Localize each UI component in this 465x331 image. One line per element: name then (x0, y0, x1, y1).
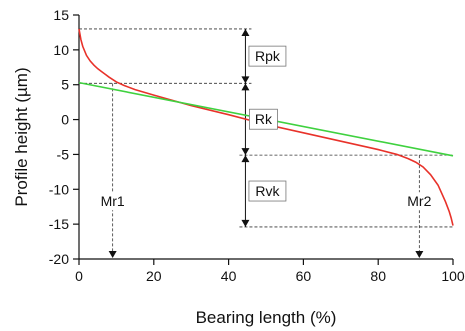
x-tick-label: 0 (75, 268, 83, 284)
x-axis-title: Bearing length (%) (196, 308, 337, 327)
y-tick-label: -5 (57, 146, 70, 162)
rpk-label-group: Rpk (248, 45, 287, 67)
y-tick-label: 5 (61, 77, 69, 93)
y-tick-label: -20 (49, 251, 69, 267)
mr1-label-bg (97, 192, 128, 211)
y-tick-label: 10 (53, 42, 69, 58)
annotation-labels: Rpk Rk Rvk Mr1 Mr2 (97, 45, 435, 211)
rvk-label-group: Rvk (248, 180, 287, 202)
x-tick-label: 20 (146, 268, 162, 284)
rpk-label-box (248, 45, 287, 67)
arrowhead-rpk-bottom (241, 76, 250, 84)
mr1-arrowhead (108, 251, 117, 258)
rvk-label-box (248, 180, 287, 202)
ticks: 15 10 5 0 -5 -10 -15 -20 0 20 40 60 80 100 (49, 7, 465, 284)
bearing-area-curve (78, 28, 454, 226)
mr2-arrowhead (415, 251, 424, 258)
x-tick-label: 80 (370, 268, 386, 284)
mr2-label-group: Mr2 (404, 192, 435, 211)
axes (78, 15, 453, 260)
arrowhead-rvk-bottom (241, 219, 250, 227)
y-tick-label: -10 (49, 181, 69, 197)
arrowhead-rpk-top (241, 28, 250, 36)
arrowhead-rk-bottom (241, 148, 250, 156)
y-tick-label: -15 (49, 216, 69, 232)
mr1-label-group: Mr1 (97, 192, 128, 211)
y-tick-label: 15 (53, 7, 69, 23)
mr2-label: Mr2 (407, 193, 431, 209)
rk-label-group: Rk (249, 108, 278, 130)
mr2-label-bg (404, 192, 435, 211)
rvk-label: Rvk (255, 183, 280, 199)
x-tick-label: 100 (441, 268, 465, 284)
arrowhead-rk-top (241, 83, 250, 91)
x-tick-label: 60 (296, 268, 312, 284)
rk-label-box (249, 108, 278, 130)
mr1-label: Mr1 (101, 193, 125, 209)
y-tick-label: 0 (61, 112, 69, 128)
rpk-label: Rpk (255, 48, 281, 64)
arrowhead-rvk-top (241, 155, 250, 163)
rk-label: Rk (255, 111, 273, 127)
x-tick-label: 40 (221, 268, 237, 284)
y-axis-title: Profile height (µm) (12, 67, 31, 206)
